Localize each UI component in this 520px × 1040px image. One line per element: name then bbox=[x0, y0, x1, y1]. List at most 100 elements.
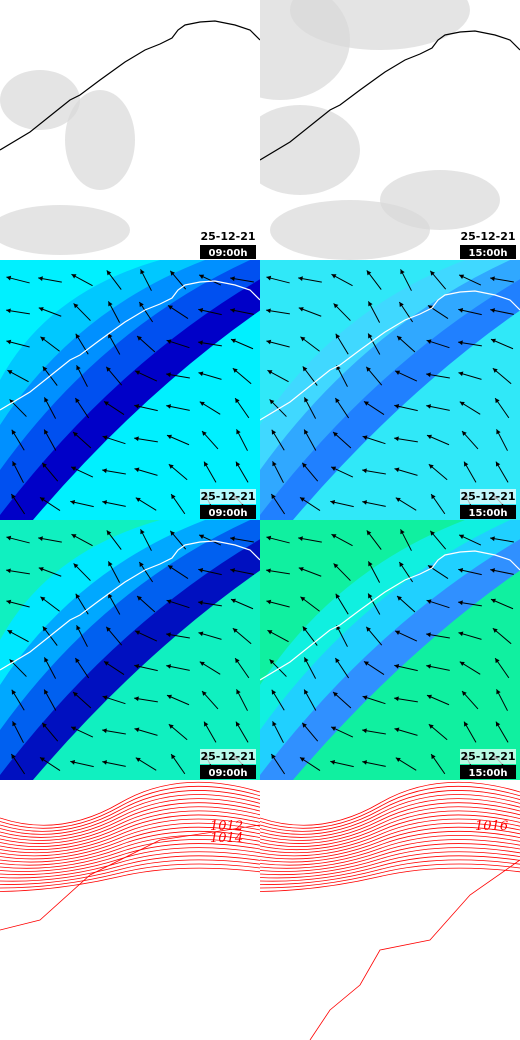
wind-head bbox=[426, 372, 431, 378]
wind-head bbox=[458, 600, 463, 606]
wind-head bbox=[39, 497, 45, 502]
isobar bbox=[260, 810, 520, 848]
wind-head bbox=[368, 301, 373, 307]
wind-head bbox=[75, 657, 80, 663]
isobar bbox=[309, 859, 520, 1040]
wind-head bbox=[395, 370, 401, 375]
wind-head bbox=[235, 658, 240, 664]
wind-head bbox=[400, 269, 405, 275]
wind-head bbox=[330, 760, 336, 765]
date-bg bbox=[200, 229, 256, 244]
wind-head bbox=[490, 536, 495, 542]
field-band bbox=[0, 260, 160, 380]
wind-head bbox=[368, 593, 373, 599]
field-band bbox=[0, 520, 160, 640]
isobar bbox=[0, 826, 260, 860]
isobar bbox=[260, 839, 520, 869]
wind-head bbox=[73, 303, 79, 309]
wind-head bbox=[426, 694, 432, 700]
cloud bbox=[0, 70, 80, 130]
map-panel: 25-12-21 15:00h bbox=[260, 260, 520, 520]
isobar bbox=[0, 855, 260, 882]
wind-head bbox=[11, 753, 16, 759]
wind-head bbox=[6, 568, 11, 574]
cloud bbox=[260, 105, 360, 195]
wind-head bbox=[394, 727, 400, 733]
wind-head bbox=[198, 308, 204, 313]
date-label: 25-12-21 bbox=[460, 490, 515, 503]
wind-head bbox=[230, 276, 235, 282]
wind-head bbox=[368, 333, 373, 339]
wind-head bbox=[102, 760, 108, 765]
isobar bbox=[260, 814, 520, 851]
wind-head bbox=[490, 308, 496, 313]
isobar bbox=[260, 822, 520, 857]
wind-head bbox=[134, 467, 140, 473]
wind-head bbox=[271, 493, 276, 499]
wind-head bbox=[335, 333, 341, 339]
wind-head bbox=[298, 567, 304, 572]
wind-head bbox=[135, 757, 141, 763]
wind-head bbox=[71, 466, 77, 471]
wind-head bbox=[458, 308, 464, 313]
wind-head bbox=[168, 464, 174, 469]
wind-head bbox=[333, 431, 338, 437]
wind-head bbox=[362, 695, 368, 700]
wind-head bbox=[71, 534, 77, 539]
wind-head bbox=[394, 664, 400, 669]
time-label: 15:00h bbox=[469, 248, 508, 259]
coastline bbox=[260, 550, 520, 681]
wind-head bbox=[272, 461, 277, 467]
wind-head bbox=[426, 434, 432, 440]
cloud bbox=[290, 0, 470, 50]
wind-head bbox=[428, 724, 434, 729]
wind-head bbox=[134, 727, 140, 733]
wind-head bbox=[394, 467, 400, 473]
wind-head bbox=[42, 626, 48, 632]
isobar-label: 1014 bbox=[210, 831, 243, 846]
wind-head bbox=[235, 461, 241, 467]
wind-head bbox=[462, 431, 467, 436]
wind-head bbox=[6, 275, 12, 281]
isobar bbox=[260, 847, 520, 876]
wind-head bbox=[459, 274, 465, 279]
wind-head bbox=[202, 691, 207, 696]
wind-head bbox=[139, 301, 144, 307]
wind-head bbox=[102, 728, 107, 734]
wind-head bbox=[170, 530, 175, 536]
date-label: 25-12-21 bbox=[460, 750, 515, 763]
wind-head bbox=[232, 628, 238, 633]
isobar bbox=[0, 824, 260, 931]
wind-head bbox=[458, 631, 464, 637]
wind-head bbox=[38, 567, 44, 572]
isobar bbox=[260, 798, 520, 838]
wind-head bbox=[135, 370, 141, 375]
wind-head bbox=[426, 339, 432, 344]
wind-head bbox=[44, 397, 49, 403]
wind-head bbox=[490, 598, 496, 604]
wind-head bbox=[266, 599, 272, 605]
wind-head bbox=[333, 303, 339, 309]
wind-head bbox=[134, 404, 140, 409]
coastline bbox=[0, 540, 260, 671]
wind-head bbox=[304, 657, 309, 663]
wind-head bbox=[103, 661, 109, 666]
isobar bbox=[260, 802, 520, 841]
wind-head bbox=[464, 721, 469, 727]
wind-head bbox=[366, 626, 371, 632]
coastline bbox=[0, 20, 260, 151]
wind-head bbox=[426, 404, 432, 409]
wind-head bbox=[168, 724, 174, 729]
wind-head bbox=[496, 689, 501, 695]
wind-head bbox=[73, 431, 78, 437]
time-label: 09:00h bbox=[209, 248, 248, 259]
wind-head bbox=[362, 435, 368, 440]
wind-head bbox=[269, 399, 275, 405]
wind-head bbox=[395, 497, 401, 503]
wind-head bbox=[7, 370, 13, 375]
wind-head bbox=[6, 535, 12, 541]
wind-head bbox=[495, 721, 501, 727]
